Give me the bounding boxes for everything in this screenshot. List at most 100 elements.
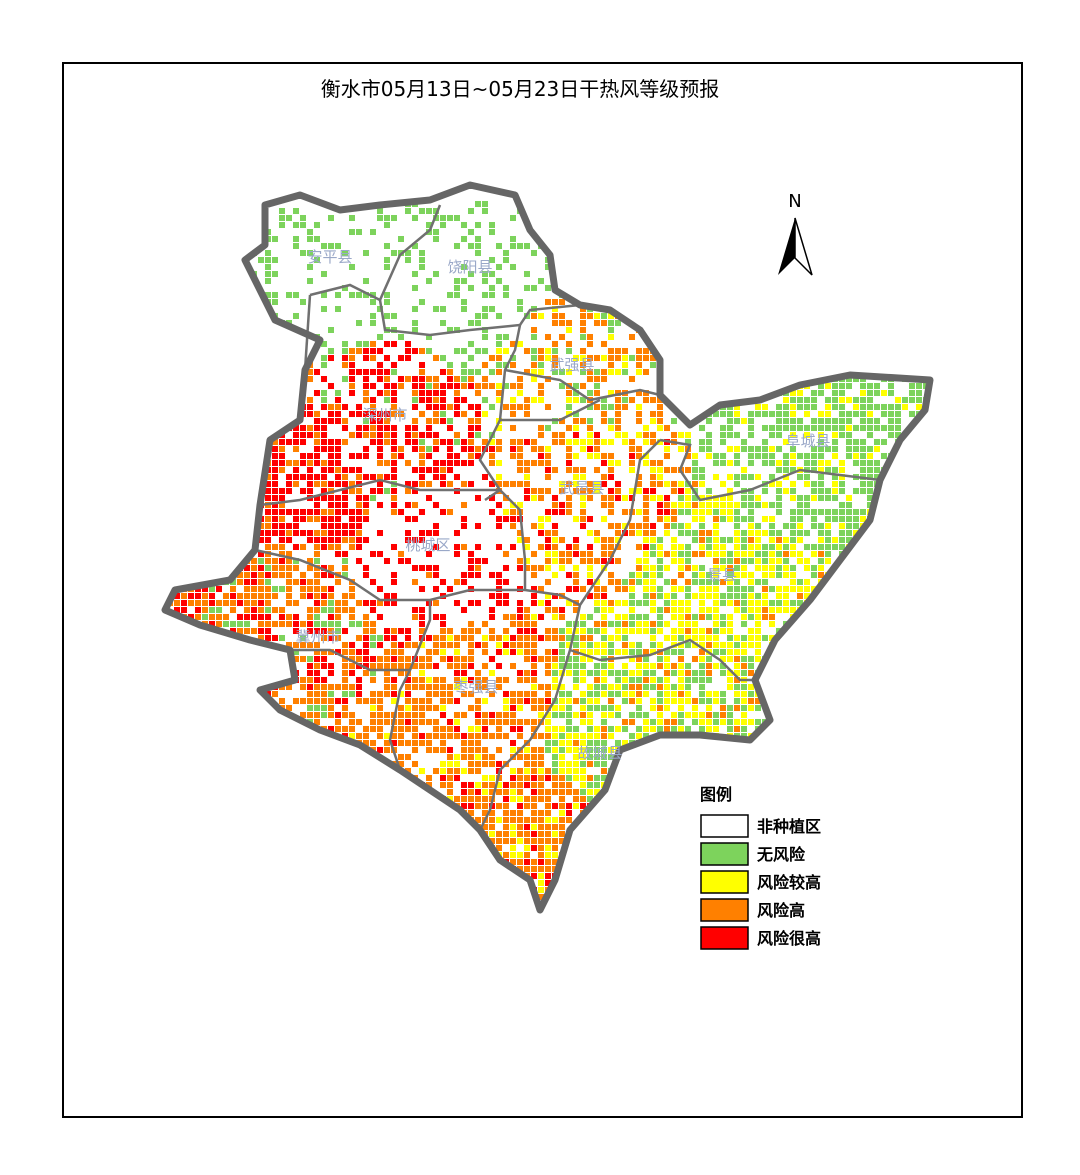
risk-pixel: [412, 285, 418, 291]
risk-pixel: [244, 586, 250, 592]
risk-pixel: [272, 236, 278, 242]
risk-pixel: [846, 509, 852, 515]
risk-pixel: [286, 705, 292, 711]
risk-pixel: [734, 523, 740, 529]
risk-pixel: [349, 229, 355, 235]
risk-pixel: [258, 586, 264, 592]
risk-pixel: [335, 628, 341, 634]
risk-pixel: [454, 600, 460, 606]
risk-pixel: [440, 404, 446, 410]
risk-pixel: [825, 558, 831, 564]
risk-pixel: [629, 698, 635, 704]
risk-pixel: [741, 642, 747, 648]
risk-pixel: [860, 404, 866, 410]
risk-pixel: [608, 600, 614, 606]
risk-pixel: [699, 495, 705, 501]
risk-pixel: [524, 285, 530, 291]
risk-pixel: [377, 362, 383, 368]
risk-pixel: [573, 565, 579, 571]
risk-pixel: [328, 593, 334, 599]
risk-pixel: [279, 565, 285, 571]
risk-pixel: [335, 292, 341, 298]
risk-pixel: [818, 565, 824, 571]
risk-pixel: [699, 586, 705, 592]
risk-pixel: [671, 586, 677, 592]
risk-pixel: [433, 572, 439, 578]
risk-pixel: [671, 607, 677, 613]
risk-pixel: [783, 593, 789, 599]
risk-pixel: [713, 565, 719, 571]
risk-pixel: [601, 460, 607, 466]
risk-pixel: [636, 684, 642, 690]
risk-pixel: [524, 544, 530, 550]
risk-pixel: [265, 250, 271, 256]
risk-pixel: [461, 222, 467, 228]
risk-pixel: [307, 376, 313, 382]
risk-pixel: [335, 684, 341, 690]
risk-pixel: [867, 481, 873, 487]
risk-pixel: [468, 600, 474, 606]
risk-pixel: [552, 712, 558, 718]
risk-pixel: [846, 383, 852, 389]
risk-pixel: [342, 502, 348, 508]
risk-pixel: [342, 663, 348, 669]
risk-pixel: [237, 621, 243, 627]
risk-pixel: [405, 677, 411, 683]
risk-pixel: [475, 236, 481, 242]
risk-pixel: [741, 684, 747, 690]
risk-pixel: [503, 285, 509, 291]
risk-pixel: [510, 691, 516, 697]
risk-pixel: [370, 341, 376, 347]
risk-pixel: [482, 677, 488, 683]
risk-pixel: [503, 614, 509, 620]
risk-pixel: [279, 495, 285, 501]
risk-pixel: [650, 432, 656, 438]
risk-pixel: [748, 656, 754, 662]
risk-pixel: [832, 432, 838, 438]
risk-pixel: [412, 642, 418, 648]
risk-pixel: [321, 628, 327, 634]
risk-pixel: [335, 397, 341, 403]
risk-pixel: [804, 579, 810, 585]
risk-pixel: [342, 250, 348, 256]
risk-pixel: [818, 481, 824, 487]
risk-pixel: [272, 446, 278, 452]
risk-pixel: [867, 453, 873, 459]
risk-pixel: [349, 712, 355, 718]
risk-pixel: [356, 453, 362, 459]
risk-pixel: [475, 544, 481, 550]
risk-pixel: [391, 453, 397, 459]
risk-pixel: [587, 453, 593, 459]
risk-pixel: [426, 677, 432, 683]
risk-pixel: [461, 299, 467, 305]
risk-pixel: [307, 586, 313, 592]
risk-pixel: [643, 516, 649, 522]
risk-pixel: [706, 432, 712, 438]
risk-pixel: [853, 488, 859, 494]
risk-pixel: [377, 656, 383, 662]
risk-pixel: [363, 572, 369, 578]
risk-pixel: [342, 348, 348, 354]
risk-pixel: [545, 446, 551, 452]
risk-pixel: [566, 705, 572, 711]
risk-pixel: [433, 439, 439, 445]
risk-pixel: [622, 663, 628, 669]
risk-pixel: [790, 488, 796, 494]
risk-pixel: [447, 586, 453, 592]
risk-pixel: [503, 348, 509, 354]
risk-pixel: [517, 341, 523, 347]
risk-pixel: [314, 642, 320, 648]
risk-pixel: [440, 684, 446, 690]
risk-pixel: [615, 411, 621, 417]
risk-pixel: [342, 572, 348, 578]
risk-pixel: [811, 516, 817, 522]
risk-pixel: [636, 572, 642, 578]
risk-pixel: [755, 621, 761, 627]
risk-pixel: [741, 495, 747, 501]
risk-pixel: [377, 691, 383, 697]
risk-pixel: [895, 397, 901, 403]
risk-pixel: [321, 481, 327, 487]
risk-pixel: [552, 348, 558, 354]
risk-pixel: [678, 621, 684, 627]
risk-pixel: [769, 460, 775, 466]
